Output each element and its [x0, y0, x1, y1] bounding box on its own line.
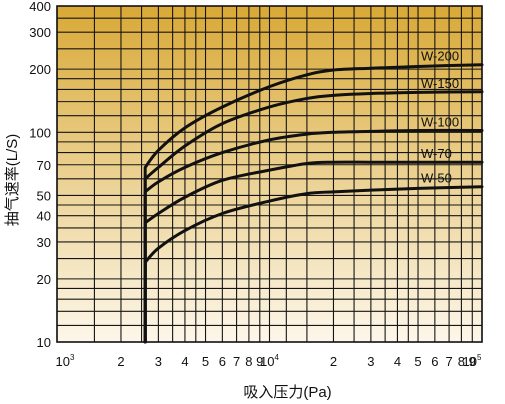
- series-label-w-100: W-100: [421, 114, 459, 129]
- x-tick-base: 9: [469, 354, 476, 369]
- x-tick-label: 7: [233, 354, 240, 369]
- x-tick-base: 2: [117, 354, 124, 369]
- series-line-w-70: [143, 160, 484, 344]
- x-tick-label: 9: [256, 354, 263, 369]
- y-tick-label: 50: [37, 188, 51, 203]
- x-tick-base: 10: [463, 354, 477, 369]
- y-tick-label: 10: [37, 335, 51, 350]
- x-tick-label: 2: [117, 354, 124, 369]
- x-tick-label: 8: [458, 354, 465, 369]
- x-tick-label: 103: [56, 353, 75, 369]
- x-tick-base: 4: [394, 354, 401, 369]
- series-label-w-150: W-150: [421, 76, 459, 91]
- x-tick-label: 5: [414, 354, 421, 369]
- x-tick-label: 9: [469, 354, 476, 369]
- series-label-w-50: W-50: [421, 171, 452, 186]
- x-axis-title: 吸入压力(Pa): [243, 384, 331, 401]
- series-line-w-50: [143, 185, 484, 344]
- series-line-w-100: [143, 128, 484, 344]
- x-tick-label: 5: [202, 354, 209, 369]
- y-tick-label: 30: [37, 235, 51, 250]
- x-tick-label: 6: [219, 354, 226, 369]
- y-axis-title: 抽气速率(L/S): [4, 134, 21, 227]
- x-tick-base: 6: [219, 354, 226, 369]
- x-tick-base: 9: [256, 354, 263, 369]
- y-tick-label: 40: [37, 209, 51, 224]
- x-tick-label: 3: [367, 354, 374, 369]
- x-tick-base: 4: [181, 354, 188, 369]
- y-tick-label: 400: [29, 0, 51, 14]
- x-tick-label: 4: [181, 354, 188, 369]
- x-tick-base: 8: [458, 354, 465, 369]
- series-line-w-200: [143, 63, 484, 344]
- series-label-w-70: W-70: [421, 146, 452, 161]
- series-line-w-150: [143, 90, 484, 344]
- x-tick-label: 8: [245, 354, 252, 369]
- x-tick-label: 105: [463, 353, 482, 369]
- x-tick-label: 4: [394, 354, 401, 369]
- x-tick-base: 10: [56, 354, 70, 369]
- y-tick-label: 100: [29, 125, 51, 140]
- x-tick-exponent: 3: [70, 353, 75, 362]
- x-tick-base: 5: [414, 354, 421, 369]
- x-tick-base: 5: [202, 354, 209, 369]
- series-labels: W-200 W-150 W-100 W-70 W-50: [421, 49, 459, 186]
- x-tick-base: 6: [431, 354, 438, 369]
- y-tick-label: 20: [37, 272, 51, 287]
- x-tick-exponent: 5: [477, 353, 482, 362]
- x-tick-label: 104: [260, 353, 279, 369]
- x-tick-base: 3: [155, 354, 162, 369]
- x-tick-label: 7: [445, 354, 452, 369]
- x-tick-base: 10: [260, 354, 274, 369]
- x-tick-base: 7: [233, 354, 240, 369]
- x-tick-base: 2: [330, 354, 337, 369]
- x-tick-label: 2: [330, 354, 337, 369]
- y-tick-label: 200: [29, 62, 51, 77]
- vertical-gridlines: [56, 6, 483, 342]
- y-tick-label: 300: [29, 25, 51, 40]
- x-tick-exponent: 4: [275, 353, 280, 362]
- x-tick-base: 7: [445, 354, 452, 369]
- y-tick-labels: 10 20 30 40 50 70 100 200 300 400: [29, 0, 51, 350]
- x-tick-base: 8: [245, 354, 252, 369]
- x-tick-base: 3: [367, 354, 374, 369]
- series-label-w-200: W-200: [421, 49, 459, 64]
- plot-frame: [56, 5, 483, 343]
- y-tick-label: 70: [37, 158, 51, 173]
- series-lines: [143, 63, 484, 344]
- x-tick-label: 3: [155, 354, 162, 369]
- x-tick-label: 6: [431, 354, 438, 369]
